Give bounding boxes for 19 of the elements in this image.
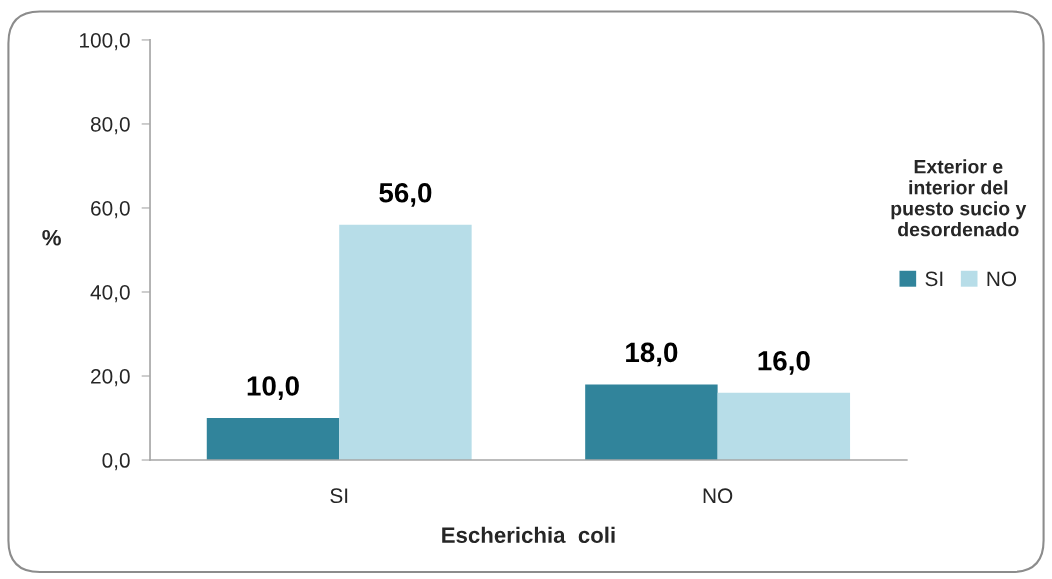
data-label: 10,0 [247,376,299,400]
legend-title: Exterior e interior del puesto sucio y desordenado [891,159,1027,237]
legend-label: SI [925,271,943,287]
bar [339,224,472,461]
y-tick-label: 100,0 [80,32,130,51]
y-tick-label: 80,0 [90,116,130,135]
x-axis-title: Escherichia coli [442,526,615,543]
data-label: 18,0 [626,342,678,367]
y-axis-title: % [42,229,61,246]
data-label: 56,0 [379,182,432,207]
bar [717,392,851,461]
legend-label: NO [987,271,1017,287]
y-tick-label: 20,0 [91,369,130,387]
y-tick-label: 0,0 [102,453,130,471]
y-tick-label: 40,0 [90,284,130,303]
bar [206,418,340,461]
bar [585,384,718,461]
data-label: 16,0 [758,350,810,375]
y-tick-label: 60,0 [91,200,130,219]
